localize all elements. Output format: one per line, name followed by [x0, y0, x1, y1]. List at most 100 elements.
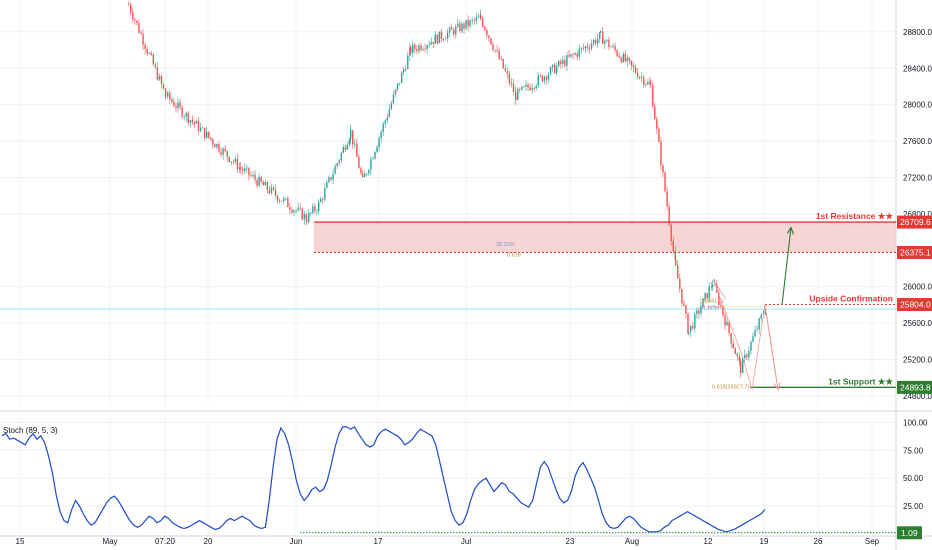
candle-body-46[interactable]	[220, 151, 222, 155]
candle-body-307[interactable]	[740, 361, 742, 373]
candle-body-35[interactable]	[197, 121, 200, 132]
candle-body-76[interactable]	[281, 200, 283, 202]
candle-body-241[interactable]	[610, 46, 612, 48]
candle-body-310[interactable]	[746, 354, 748, 358]
candle-body-152[interactable]	[432, 41, 434, 44]
candle-body-297[interactable]	[720, 304, 722, 307]
candle-body-229[interactable]	[586, 46, 589, 48]
candle-body-166[interactable]	[461, 23, 463, 32]
candle-body-94[interactable]	[316, 210, 318, 212]
candle-body-110[interactable]	[348, 139, 351, 145]
candle-body-277[interactable]	[681, 289, 683, 304]
candle-body-188[interactable]	[504, 68, 506, 72]
candle-body-172[interactable]	[473, 19, 475, 21]
candle-body-82[interactable]	[293, 210, 295, 213]
candle-body-279[interactable]	[685, 305, 687, 314]
candle-body-32[interactable]	[191, 120, 194, 122]
candle-body-259[interactable]	[647, 81, 649, 85]
candle-body-16[interactable]	[160, 75, 163, 85]
candle-body-288[interactable]	[702, 298, 704, 308]
candle-body-237[interactable]	[602, 31, 604, 44]
candle-body-104[interactable]	[336, 163, 338, 167]
candle-body-92[interactable]	[312, 206, 314, 213]
candle-body-225[interactable]	[578, 49, 580, 57]
candle-body-85[interactable]	[299, 207, 301, 209]
candle-body-111[interactable]	[350, 130, 352, 140]
candle-body-287[interactable]	[700, 307, 702, 314]
candle-body-187[interactable]	[502, 59, 504, 69]
candle-body-252[interactable]	[632, 65, 635, 68]
candle-body-156[interactable]	[440, 31, 443, 40]
price-axis[interactable]: 28800.0 28400.0 28000.0 27600.0 27200.0 26800…	[903, 28, 932, 401]
candle-body-308[interactable]	[742, 358, 744, 373]
candle-body-41[interactable]	[210, 137, 212, 140]
candle-body-107[interactable]	[342, 147, 344, 153]
candle-body-36[interactable]	[199, 127, 202, 132]
candle-body-50[interactable]	[228, 156, 230, 162]
candle-body-269[interactable]	[666, 191, 668, 207]
candle-body-134[interactable]	[396, 83, 399, 90]
candle-body-206[interactable]	[539, 75, 541, 77]
candle-body-7[interactable]	[142, 34, 144, 45]
candle-body-177[interactable]	[482, 18, 484, 27]
candle-body-222[interactable]	[572, 54, 574, 56]
candle-body-75[interactable]	[278, 200, 281, 202]
candle-body-258[interactable]	[645, 84, 647, 86]
candle-body-121[interactable]	[370, 159, 372, 170]
candle-body-112[interactable]	[352, 130, 354, 145]
candle-body-210[interactable]	[547, 74, 550, 80]
candle-body-182[interactable]	[492, 44, 494, 50]
candle-body-27[interactable]	[181, 106, 183, 117]
candle-body-141[interactable]	[410, 47, 412, 54]
candle-body-211[interactable]	[549, 67, 552, 75]
candle-body-119[interactable]	[366, 173, 368, 175]
candle-body-11[interactable]	[150, 53, 152, 55]
candle-body-42[interactable]	[212, 139, 214, 145]
candle-body-155[interactable]	[438, 31, 441, 44]
candle-body-30[interactable]	[187, 112, 189, 123]
candle-body-239[interactable]	[606, 39, 608, 41]
candle-body-106[interactable]	[340, 152, 342, 161]
candle-body-124[interactable]	[376, 146, 378, 153]
candle-body-217[interactable]	[562, 59, 564, 65]
candle-body-138[interactable]	[405, 68, 407, 70]
candle-body-280[interactable]	[687, 313, 689, 334]
candle-body-153[interactable]	[434, 34, 436, 44]
candle-body-223[interactable]	[574, 53, 576, 55]
candle-body-179[interactable]	[486, 30, 488, 36]
candle-body-184[interactable]	[496, 49, 498, 51]
candle-body-231[interactable]	[590, 43, 593, 49]
candle-body-56[interactable]	[240, 167, 242, 169]
candle-body-123[interactable]	[374, 152, 376, 159]
candle-body-275[interactable]	[677, 265, 679, 279]
candle-body-113[interactable]	[354, 143, 356, 145]
candle-body-144[interactable]	[416, 49, 418, 51]
candle-body-251[interactable]	[630, 60, 633, 66]
candle-body-5[interactable]	[138, 23, 140, 33]
candle-body-216[interactable]	[560, 61, 562, 65]
candle-body-254[interactable]	[636, 72, 639, 78]
candle-body-302[interactable]	[730, 333, 732, 344]
candle-body-164[interactable]	[457, 23, 459, 27]
candle-body-43[interactable]	[214, 144, 216, 148]
candle-body-115[interactable]	[358, 156, 360, 169]
candle-body-242[interactable]	[612, 45, 614, 47]
candle-body-168[interactable]	[465, 19, 467, 29]
candle-body-14[interactable]	[156, 67, 159, 80]
candle-body-204[interactable]	[535, 85, 537, 89]
price-candles[interactable]	[128, 1, 766, 378]
candle-body-24[interactable]	[175, 106, 177, 109]
candle-body-90[interactable]	[308, 212, 310, 223]
candle-body-31[interactable]	[189, 120, 191, 123]
candle-body-316[interactable]	[758, 318, 760, 330]
candle-body-314[interactable]	[754, 330, 756, 337]
candle-body-29[interactable]	[185, 112, 187, 117]
candle-body-73[interactable]	[274, 189, 277, 196]
candle-body-10[interactable]	[148, 53, 150, 54]
candle-body-151[interactable]	[430, 41, 432, 45]
candle-body-304[interactable]	[734, 348, 736, 354]
candle-body-306[interactable]	[738, 356, 741, 362]
candle-body-262[interactable]	[652, 85, 654, 107]
candle-body-74[interactable]	[276, 195, 279, 201]
candle-body-147[interactable]	[422, 48, 424, 50]
